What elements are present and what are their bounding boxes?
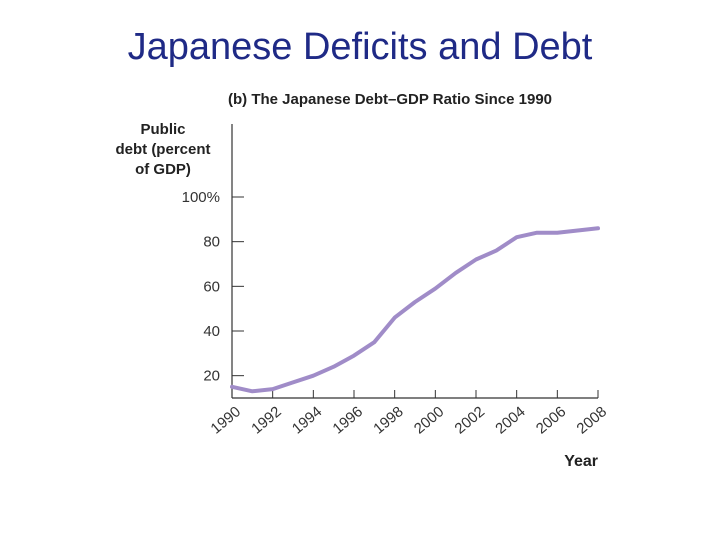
- x-tick-label: 2000: [411, 403, 447, 437]
- x-tick-label: 1992: [248, 403, 284, 437]
- x-ticks: 1990 1992 1994 1996 1998 2000 2002 2004 2006 2008: [208, 390, 610, 438]
- x-tick-label: 2002: [452, 403, 488, 437]
- y-axis-label-line: debt (percent: [115, 141, 210, 158]
- slide-title: Japanese Deficits and Debt: [127, 26, 593, 68]
- y-axis-label-line: Public: [140, 121, 185, 138]
- axes: [231, 124, 598, 399]
- y-tick-label: 60: [203, 278, 220, 295]
- y-tick-label: 80: [203, 234, 220, 251]
- y-tick-label: 20: [203, 368, 220, 385]
- x-axis-label: Year: [564, 453, 598, 470]
- x-tick-label: 1998: [370, 403, 406, 437]
- x-tick-label: 2004: [492, 403, 528, 437]
- x-tick-label: 1990: [208, 403, 244, 437]
- x-tick-label: 2006: [533, 403, 569, 437]
- debt-ratio-line: [230, 226, 600, 394]
- x-tick-label: 1994: [289, 403, 325, 437]
- y-tick-label: 100%: [182, 189, 220, 206]
- y-axis-label: Public debt (percent of GDP): [115, 121, 210, 178]
- series: [230, 226, 600, 394]
- y-axis-label-line: of GDP): [135, 161, 191, 178]
- x-tick-label: 2008: [574, 403, 610, 437]
- y-tick-label: 40: [203, 323, 220, 340]
- y-ticks: 20 40 60 80 100%: [182, 189, 244, 385]
- chart-title: (b) The Japanese Debt–GDP Ratio Since 19…: [228, 91, 552, 108]
- x-tick-label: 1996: [330, 403, 366, 437]
